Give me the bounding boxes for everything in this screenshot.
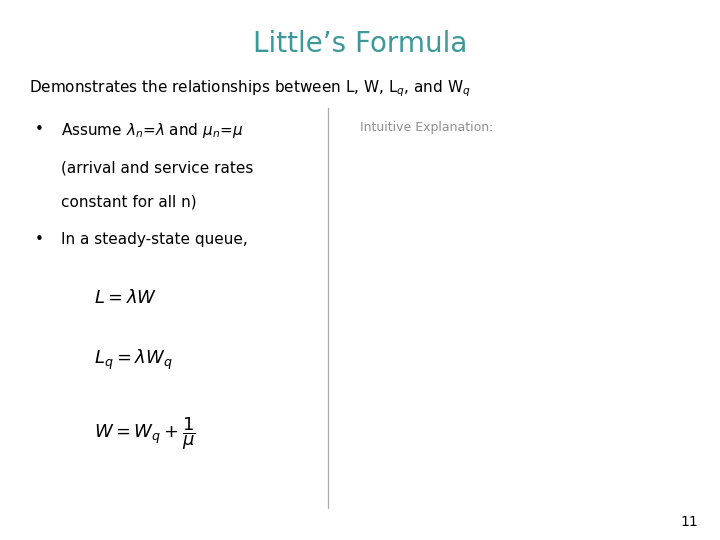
Text: Intuitive Explanation:: Intuitive Explanation: (360, 122, 493, 134)
Text: Assume $\lambda_n$=$\lambda$ and $\mu_n$=$\mu$: Assume $\lambda_n$=$\lambda$ and $\mu_n$… (61, 122, 243, 140)
Text: $L = \lambda W$: $L = \lambda W$ (94, 289, 157, 307)
Text: Little’s Formula: Little’s Formula (253, 30, 467, 58)
Text: Demonstrates the relationships between L, W, L$_q$, and W$_q$: Demonstrates the relationships between L… (29, 78, 471, 99)
Text: In a steady-state queue,: In a steady-state queue, (61, 232, 248, 247)
Text: constant for all n): constant for all n) (61, 194, 197, 210)
Text: $L_q = \lambda W_q$: $L_q = \lambda W_q$ (94, 348, 172, 373)
Text: •: • (35, 122, 44, 137)
Text: •: • (35, 232, 44, 247)
Text: 11: 11 (680, 515, 698, 529)
Text: (arrival and service rates: (arrival and service rates (61, 160, 253, 176)
Text: $W = W_q + \dfrac{1}{\mu}$: $W = W_q + \dfrac{1}{\mu}$ (94, 416, 195, 453)
